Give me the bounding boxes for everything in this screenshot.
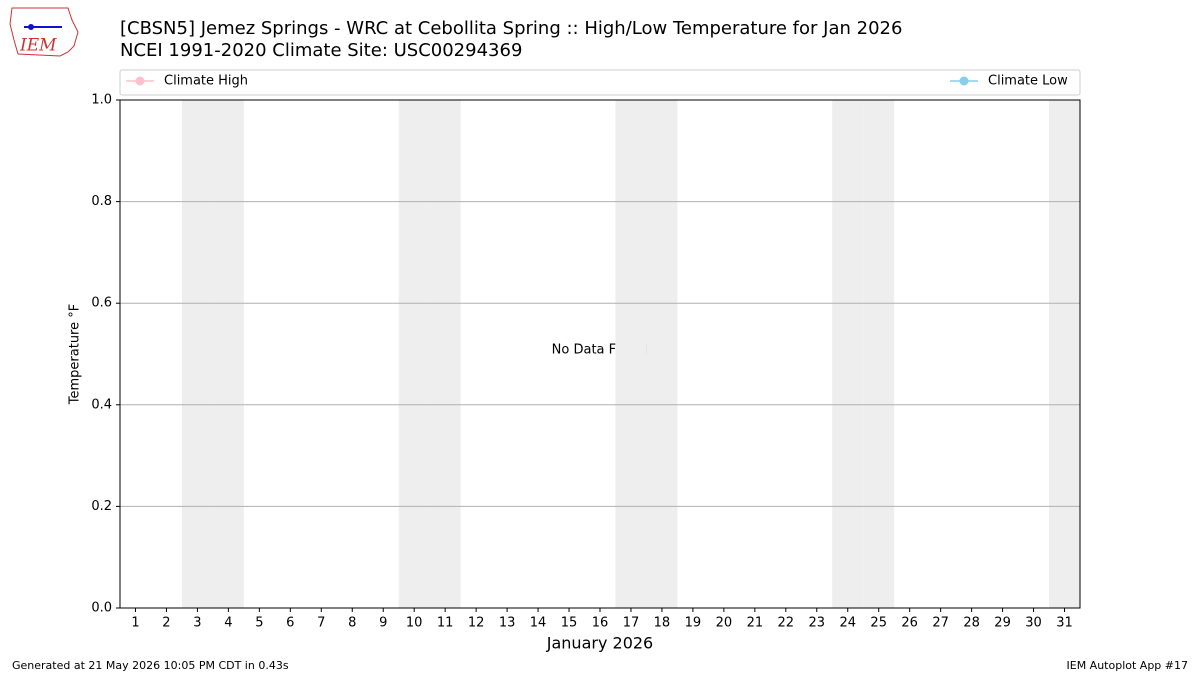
y-tick-label: 0.4 <box>91 397 112 412</box>
legend-marker <box>135 76 145 86</box>
x-tick-label: 1 <box>131 616 139 631</box>
x-tick-label: 22 <box>778 616 795 631</box>
chart-subtitle: NCEI 1991-2020 Climate Site: USC00294369 <box>120 40 522 61</box>
weekend-shade <box>181 100 213 608</box>
logo-outline <box>9 7 79 57</box>
x-tick-label: 28 <box>963 616 980 631</box>
x-axis-label: January 2026 <box>546 634 653 653</box>
x-tick-label: 8 <box>348 616 356 631</box>
x-tick-label: 14 <box>530 616 547 631</box>
logo-text: IEM <box>19 36 57 56</box>
logo: IEM <box>9 7 79 57</box>
y-tick-label: 1.0 <box>91 93 112 108</box>
x-tick-label: 13 <box>499 616 516 631</box>
footer-left: Generated at 21 May 2026 10:05 PM CDT in… <box>12 659 289 672</box>
legend: Climate High Climate Low <box>119 69 1081 96</box>
y-axis-label: Temperature °F <box>68 304 83 405</box>
y-tick-label: 0.8 <box>91 194 112 209</box>
x-tick-label: 12 <box>468 616 485 631</box>
x-tick-label: 31 <box>1056 616 1073 631</box>
x-tick-label: 30 <box>1025 616 1042 631</box>
x-tick-label: 18 <box>654 616 671 631</box>
y-tick-label: 0.6 <box>91 296 112 311</box>
plot-frame <box>119 99 1081 609</box>
x-tick-label: 23 <box>809 616 826 631</box>
plot-area <box>120 99 1080 609</box>
x-tick-label: 3 <box>193 616 201 631</box>
y-tick-label: 0.2 <box>91 499 112 514</box>
x-tick-label: 17 <box>623 616 640 631</box>
x-tick-label: 5 <box>255 616 263 631</box>
logo-dot <box>28 24 34 30</box>
x-tick-label: 6 <box>286 616 294 631</box>
x-tick-label: 20 <box>716 616 733 631</box>
weekend-shade <box>398 100 430 608</box>
legend-label: Climate High <box>164 74 248 89</box>
x-tick-label: 26 <box>901 616 918 631</box>
x-tick-label: 15 <box>561 616 578 631</box>
legend-label: Climate Low <box>988 74 1068 89</box>
x-tick-label: 19 <box>685 616 702 631</box>
weekend-shade <box>212 100 244 608</box>
weekend-shade <box>1049 100 1080 608</box>
weekend-shade <box>863 100 895 608</box>
x-tick-label: 7 <box>317 616 325 631</box>
y-tick-label: 0.0 <box>91 601 112 616</box>
weekend-shade <box>832 100 864 608</box>
legend-marker <box>959 76 969 86</box>
legend-box <box>119 69 1081 96</box>
x-tick-label: 10 <box>406 616 423 631</box>
weekend-shade <box>646 100 678 608</box>
x-tick-label: 24 <box>839 616 856 631</box>
x-tick-label: 2 <box>162 616 170 631</box>
x-tick-label: 25 <box>870 616 887 631</box>
x-tick-label: 9 <box>379 616 387 631</box>
x-tick-label: 21 <box>747 616 764 631</box>
x-tick-label: 27 <box>932 616 949 631</box>
x-tick-label: 16 <box>592 616 609 631</box>
weekend-shade <box>615 100 647 608</box>
chart-title: [CBSN5] Jemez Springs - WRC at Cebollita… <box>120 18 902 39</box>
footer-right: IEM Autoplot App #17 <box>1067 659 1189 672</box>
x-tick-label: 11 <box>437 616 454 631</box>
x-tick-label: 29 <box>994 616 1011 631</box>
x-tick-label: 4 <box>224 616 232 631</box>
weekend-shade <box>429 100 461 608</box>
